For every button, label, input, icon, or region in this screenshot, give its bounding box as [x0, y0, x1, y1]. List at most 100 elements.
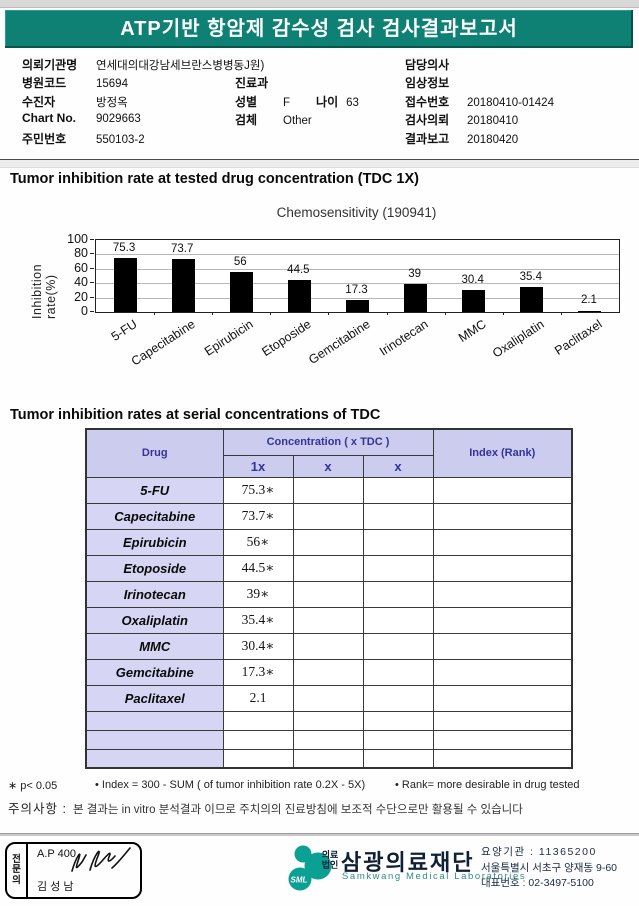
gridline [96, 254, 619, 256]
rate-value-cell [292, 528, 364, 556]
footnote-rank: • Rank= more desirable in drug tested [395, 779, 580, 791]
patient-field-value: 15694 [96, 78, 128, 91]
drug-name-cell [85, 748, 224, 769]
drug-name-cell: Oxaliplatin [85, 606, 224, 634]
drug-name-cell [85, 710, 224, 731]
report-title: ATP기반 항암제 감수성 검사 검사결과보고서 [120, 18, 518, 40]
chart-bar [287, 279, 311, 312]
footer-address: 서울특별시 서초구 양재동 9-60 [481, 861, 618, 874]
rate-value-cell [292, 684, 364, 712]
patient-field-label: 수진자 [22, 94, 56, 109]
rate-value-cell [362, 729, 434, 750]
patient-field-row: 담당의사 [405, 56, 554, 74]
patient-field-label: 검사의뢰 [405, 113, 450, 128]
patient-field-row: 임상정보 [405, 74, 554, 92]
y-axis-tick-label: 40 [74, 275, 88, 290]
x-axis-tick-mark [270, 312, 272, 315]
drug-name-cell: 5-FU [85, 476, 224, 504]
rate-value-cell [362, 748, 434, 769]
patient-field-value: 20180410-01424 [467, 96, 554, 109]
chemosensitivity-bar-chart: Chemosensitivity (190941) Inhibition rat… [0, 200, 639, 408]
patient-field-label: 나이 [316, 94, 339, 109]
section-divider-line [0, 159, 639, 160]
x-axis-tick-mark [328, 312, 330, 315]
drug-name-cell: Paclitaxel [85, 684, 224, 712]
sml-logo-text: SML [291, 876, 308, 885]
table-row: Capecitabine 73.7∗ [85, 502, 573, 530]
patient-field-value: 방정옥 [96, 96, 128, 109]
table-row: 5-FU 75.3∗ [85, 476, 573, 504]
footer-divider [0, 833, 639, 836]
logo-company-name-english: Samkwang Medical Laboratories [342, 871, 527, 882]
patient-field-value: 20180410 [467, 115, 519, 128]
rate-value-cell [292, 632, 364, 660]
patient-field-label: 주민번호 [22, 131, 67, 146]
patient-field-row: 병원코드 15694 [22, 74, 264, 92]
rate-value-cell [362, 658, 434, 686]
chart-bar-value: 56 [233, 255, 247, 268]
y-axis-tick-label: 20 [74, 289, 88, 304]
chart-bar-value: 30.4 [461, 274, 484, 287]
footnote-index-formula: • Index = 300 - SUM ( of tumor inhibitio… [95, 779, 366, 791]
y-axis-tick-mark [90, 253, 94, 255]
table-row: Epirubicin 56∗ [85, 528, 573, 556]
patient-field-row: 수진자 방정옥 [22, 93, 264, 111]
rate-value-cell [362, 528, 434, 556]
rate-value-cell [292, 748, 364, 769]
rate-value-cell: 2.1 [222, 684, 294, 712]
x-axis-tick-mark [502, 312, 504, 315]
patient-field-label: 성별 [235, 94, 258, 109]
window-top-strip [0, 0, 639, 8]
chart-bar-value: 35.4 [519, 270, 543, 283]
patient-field-row: Chart No. 9029663 [22, 111, 264, 129]
patient-field-value: 20180420 [467, 133, 519, 146]
y-axis-tick-label: 100 [67, 232, 88, 246]
rate-value-cell: 30.4∗ [222, 632, 294, 660]
drug-name-cell: Etoposide [85, 554, 224, 582]
rate-value-cell: 73.7∗ [222, 502, 294, 530]
logo-company-name: 삼광의료재단 [341, 850, 475, 875]
signature-scribble [71, 847, 131, 872]
rate-value-cell [432, 502, 573, 530]
patient-field-value: 연세대의대강남세브란스병병동J원) [96, 60, 265, 72]
table-section-heading: Tumor inhibition rates at serial concent… [10, 407, 381, 423]
rate-value-cell [362, 684, 434, 712]
chart-bar [113, 257, 137, 312]
chart-bar-value: 73.7 [170, 242, 194, 255]
logo-corp-type: 의료 법인 [321, 850, 339, 870]
table-empty-row [85, 748, 573, 769]
rate-value-cell [292, 554, 364, 582]
rate-value-cell [222, 729, 294, 750]
patient-field-label: 결과보고 [405, 131, 450, 146]
y-axis-tick-label: 0 [81, 304, 88, 318]
chart-title: Chemosensitivity (190941) [276, 205, 437, 220]
rate-value-cell: 39∗ [222, 580, 294, 608]
rate-value-cell [362, 476, 434, 504]
rate-value-cell [362, 580, 434, 608]
patient-field-value: Other [283, 115, 312, 128]
x-axis-tick-mark [212, 312, 214, 315]
y-axis-tick-mark [90, 239, 94, 240]
patient-field-label: 임상정보 [405, 76, 450, 91]
table-row: Etoposide 44.5∗ [85, 554, 573, 582]
rate-value-cell: 17.3∗ [222, 658, 294, 686]
stamp-doctor-name: 김 성 남 [37, 881, 74, 893]
y-axis-tick-label: 60 [74, 260, 88, 275]
rate-value-cell [432, 748, 573, 769]
table-header-drug: Drug [85, 428, 224, 478]
rate-value-cell [432, 729, 573, 750]
patient-field-row: 검체 Other [235, 111, 359, 129]
caution-text: 본 결과는 in vitro 분석결과 이므로 주치의의 진료방침에 보조적 수… [72, 804, 523, 816]
chart-bar [462, 290, 486, 312]
patient-field-label: 담당의사 [405, 58, 450, 72]
gridline [96, 297, 619, 299]
rate-value-cell [292, 606, 364, 634]
patient-field-value: 9029663 [96, 113, 141, 126]
table-subheader-x1: x [292, 454, 364, 478]
rate-value-cell [292, 710, 364, 731]
footer-contact-info: 요양기관 : 11365200 서울특별시 서초구 양재동 9-60 대표번호 … [481, 845, 617, 892]
rate-value-cell [292, 580, 364, 608]
